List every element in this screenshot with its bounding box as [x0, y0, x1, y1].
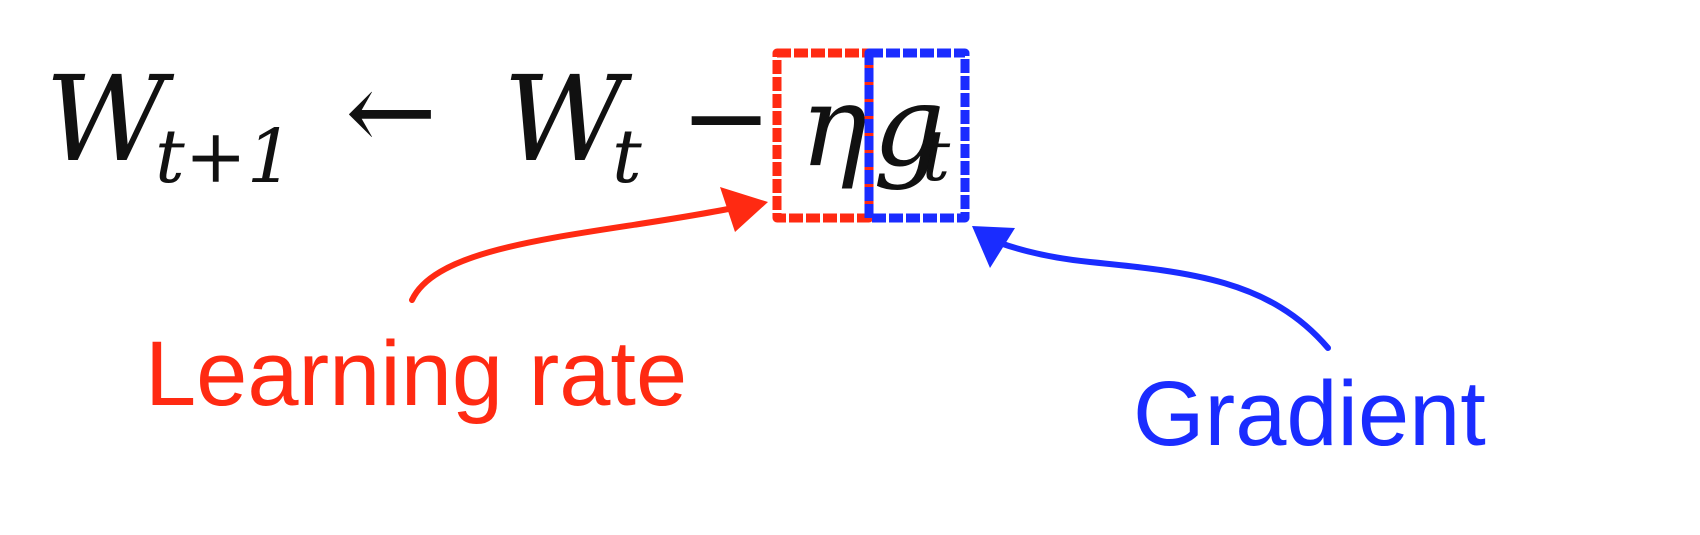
equation: W t+1 ← W t − η g t [45, 48, 951, 200]
learning-rate-label: Learning rate [145, 323, 687, 425]
update-arrow: ← [345, 48, 437, 176]
rhs-symbol: W [503, 50, 633, 188]
eta-symbol: η [800, 62, 867, 192]
learning-rate-highlight-box [772, 48, 874, 223]
lhs-symbol: W [45, 50, 175, 188]
rhs-subscript: t [612, 114, 642, 200]
gradient-subscript: t [922, 115, 951, 197]
gradient-label: Gradient [1133, 363, 1486, 465]
lhs-subscript: t+1 [155, 114, 294, 200]
learning-rate-arrowhead [720, 187, 768, 232]
gradient-highlight-box [864, 48, 970, 223]
minus-sign: − [680, 53, 772, 181]
learning-rate-arrow [409, 187, 768, 303]
gradient-arrowhead [972, 226, 1015, 268]
gradient-symbol: g [873, 62, 945, 192]
gradient-arrow [972, 226, 1331, 351]
